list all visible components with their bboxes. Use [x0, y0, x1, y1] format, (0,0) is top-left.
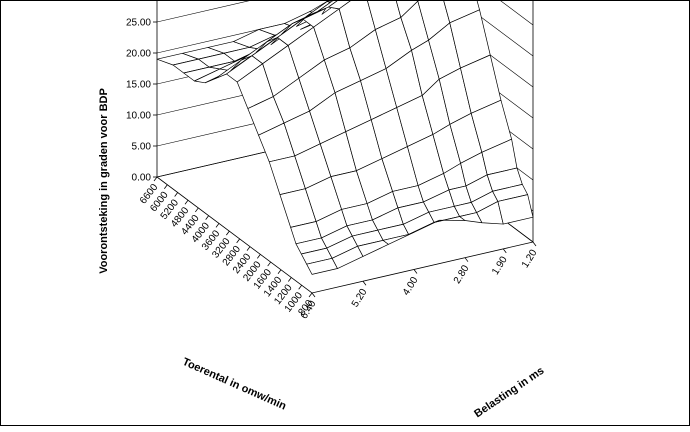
x-tick-mark	[185, 200, 188, 204]
y-tick-label: 5.20	[350, 287, 370, 310]
z-tick-label: 15.00	[126, 80, 151, 91]
x-tick-mark	[309, 293, 312, 297]
z-tick-label: 0.00	[132, 173, 152, 184]
y-tick-label: 4.00	[401, 275, 421, 298]
z-tick-label: 20.00	[126, 49, 151, 60]
y-tick-mark	[533, 242, 536, 246]
x-tick-mark	[226, 231, 229, 235]
x-tick-mark	[206, 216, 209, 220]
z-tick-label: 25.00	[126, 18, 151, 29]
z-axis-title: Voorontsteking in graden voor BDP	[98, 88, 110, 274]
x-axis-title: Toerental in omw/min	[180, 356, 288, 413]
y-tick-label: 1.90	[490, 254, 510, 277]
x-tick-mark	[237, 239, 240, 243]
y-tick-mark	[503, 249, 506, 253]
y-tick-mark	[465, 258, 468, 262]
x-tick-mark	[268, 262, 271, 266]
x-tick-mark	[257, 254, 260, 258]
y-tick-label: 6.40	[299, 298, 319, 321]
y-tick-label: 2.80	[452, 263, 472, 286]
x-tick-mark	[216, 223, 219, 227]
x-tick-mark	[175, 192, 178, 196]
y-axis-title: Belasting in ms	[472, 365, 546, 420]
x-tick-mark	[164, 185, 167, 189]
z-tick-label: 10.00	[126, 111, 151, 122]
y-tick-mark	[363, 281, 366, 285]
y-tick-mark	[312, 293, 315, 297]
y-tick-label: 1.20	[520, 247, 540, 270]
z-tick-label: 5.00	[132, 142, 152, 153]
x-tick-mark	[247, 247, 250, 251]
x-tick-mark	[288, 278, 291, 282]
x-tick-mark	[299, 285, 302, 289]
x-tick-mark	[154, 177, 157, 181]
z-axis-ticks: 0.005.0010.0015.0020.0025.0030.0035.0040…	[126, 1, 151, 184]
y-tick-mark	[414, 269, 417, 273]
x-tick-mark	[278, 270, 281, 274]
x-tick-mark	[195, 208, 198, 212]
